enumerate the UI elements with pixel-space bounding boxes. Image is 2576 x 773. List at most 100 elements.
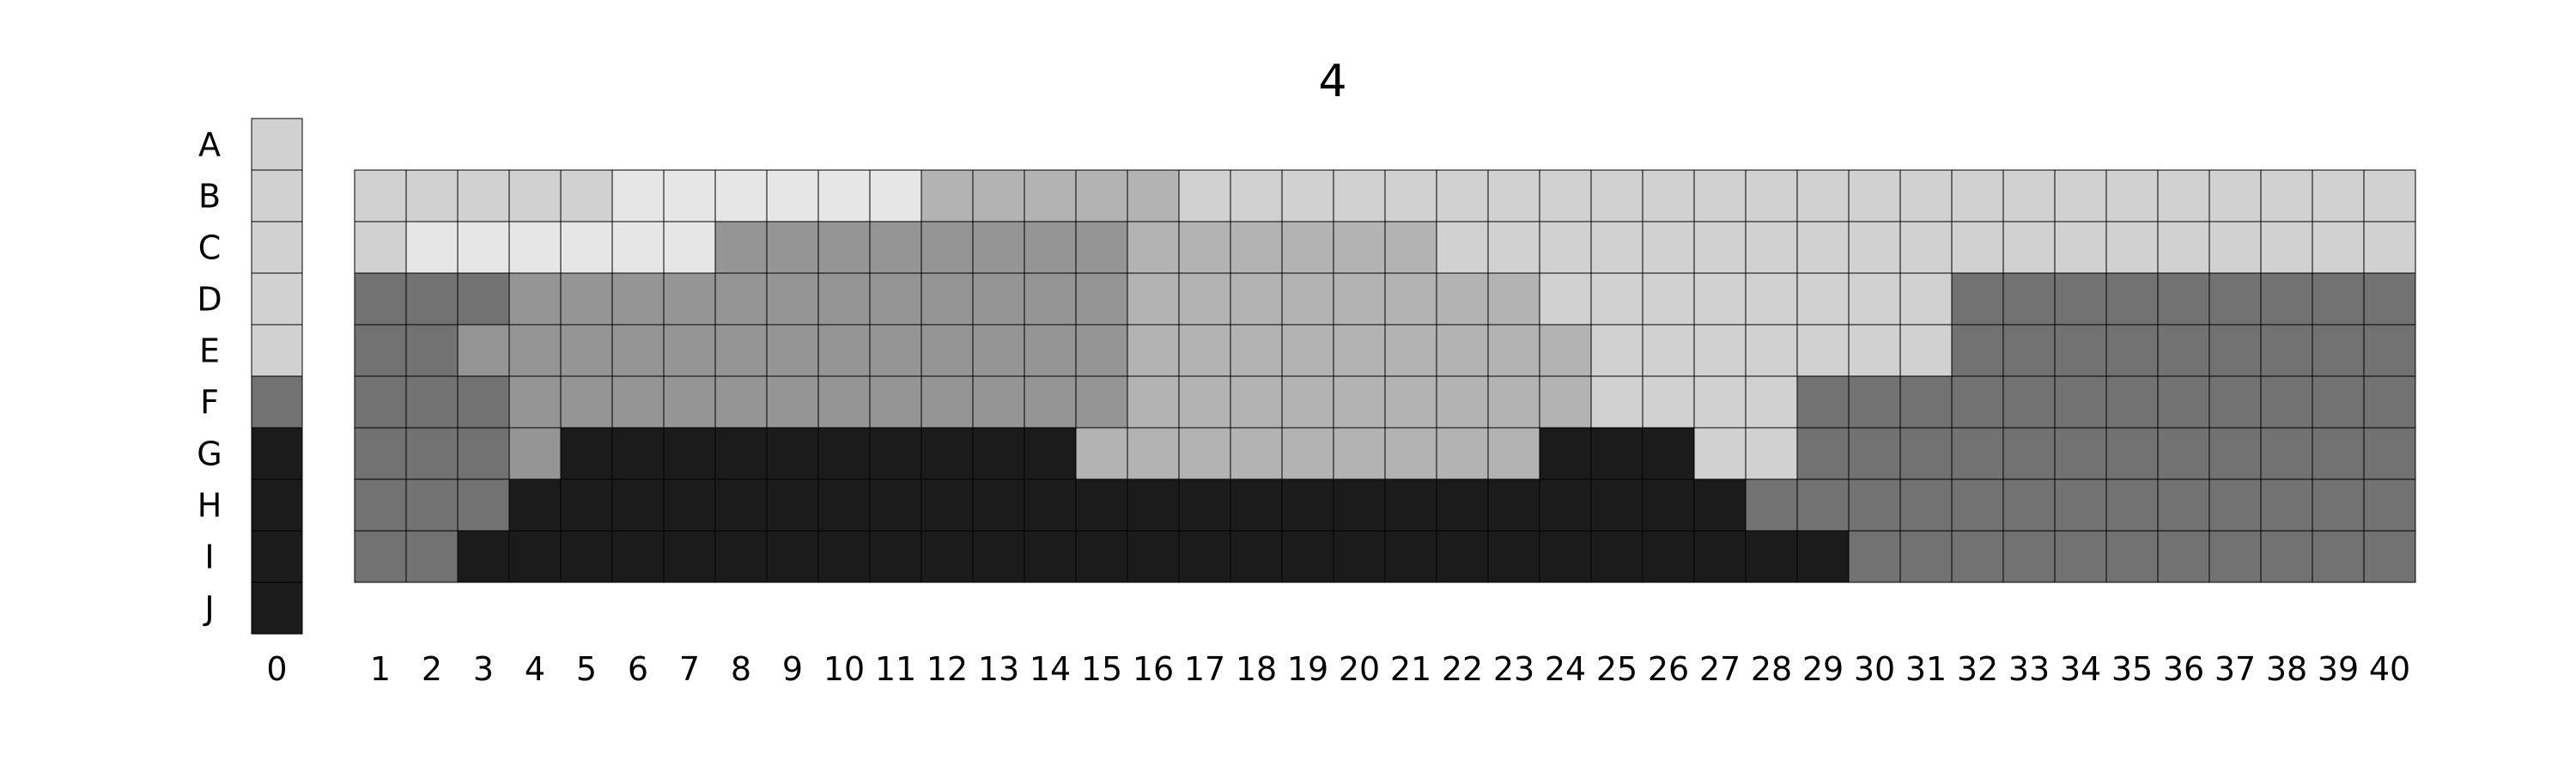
heatmap-cell-D-23 [1487, 272, 1540, 326]
heatmap-cell-G-6 [611, 427, 665, 480]
heatmap-cell-C-29 [1796, 221, 1850, 274]
heatmap-cell-H-27 [1693, 478, 1747, 532]
heatmap-cell-B-38 [2260, 169, 2313, 222]
column-label-22: 22 [1442, 650, 1483, 688]
heatmap-cell-E-9 [766, 324, 819, 377]
heatmap-cell-C-13 [972, 221, 1025, 274]
heatmap-cell-C-35 [2105, 221, 2159, 274]
heatmap-cell-D-22 [1436, 272, 1489, 326]
heatmap-cell-E-35 [2105, 324, 2159, 377]
heatmap-cell-G-25 [1590, 427, 1643, 480]
reference-cell-D [251, 272, 303, 326]
heatmap-cell-B-11 [869, 169, 922, 222]
heatmap-cell-I-33 [2002, 530, 2056, 583]
heatmap-cell-H-33 [2002, 478, 2056, 532]
heatmap-cell-F-23 [1487, 375, 1540, 429]
heatmap-cell-D-24 [1539, 272, 1592, 326]
heatmap-cell-B-16 [1127, 169, 1180, 222]
column-label-6: 6 [628, 650, 648, 688]
heatmap-cell-F-22 [1436, 375, 1489, 429]
heatmap-cell-F-39 [2312, 375, 2365, 429]
heatmap-cell-H-35 [2105, 478, 2159, 532]
heatmap-cell-I-12 [920, 530, 974, 583]
heatmap-cell-F-9 [766, 375, 819, 429]
heatmap-cell-C-10 [817, 221, 871, 274]
heatmap-cell-F-29 [1796, 375, 1850, 429]
heatmap-cell-C-32 [1951, 221, 2004, 274]
heatmap-cell-H-18 [1230, 478, 1283, 532]
heatmap-cell-H-16 [1127, 478, 1180, 532]
heatmap-cell-F-14 [1024, 375, 1077, 429]
heatmap-cell-F-32 [1951, 375, 2004, 429]
heatmap-cell-I-37 [2208, 530, 2262, 583]
heatmap-cell-C-36 [2157, 221, 2210, 274]
heatmap-cell-E-25 [1590, 324, 1643, 377]
heatmap-cell-F-21 [1384, 375, 1437, 429]
heatmap-cell-B-3 [457, 169, 510, 222]
heatmap-cell-I-9 [766, 530, 819, 583]
heatmap-cell-F-28 [1745, 375, 1798, 429]
heatmap-cell-D-34 [2054, 272, 2107, 326]
heatmap-cell-H-38 [2260, 478, 2313, 532]
heatmap-cell-C-14 [1024, 221, 1077, 274]
heatmap-cell-H-24 [1539, 478, 1592, 532]
heatmap-cell-H-17 [1178, 478, 1231, 532]
heatmap-cell-H-21 [1384, 478, 1437, 532]
heatmap-cell-F-16 [1127, 375, 1180, 429]
heatmap-cell-B-13 [972, 169, 1025, 222]
heatmap-cell-I-19 [1281, 530, 1334, 583]
heatmap-cell-D-13 [972, 272, 1025, 326]
heatmap-cell-G-39 [2312, 427, 2365, 480]
heatmap-cell-D-3 [457, 272, 510, 326]
heatmap-cell-H-1 [354, 478, 407, 532]
heatmap-cell-E-21 [1384, 324, 1437, 377]
heatmap-cell-G-26 [1642, 427, 1695, 480]
heatmap-cell-I-18 [1230, 530, 1283, 583]
heatmap-cell-E-32 [1951, 324, 2004, 377]
heatmap-cell-B-22 [1436, 169, 1489, 222]
column-label-27: 27 [1699, 650, 1741, 688]
heatmap-cell-H-30 [1848, 478, 1901, 532]
heatmap-cell-D-10 [817, 272, 871, 326]
heatmap-cell-C-19 [1281, 221, 1334, 274]
row-label-C: C [198, 229, 222, 267]
heatmap-cell-I-26 [1642, 530, 1695, 583]
reference-cell-B [251, 169, 303, 222]
heatmap-cell-D-36 [2157, 272, 2210, 326]
heatmap-cell-C-12 [920, 221, 974, 274]
heatmap-cell-E-17 [1178, 324, 1231, 377]
heatmap-cell-B-18 [1230, 169, 1283, 222]
heatmap-cell-H-26 [1642, 478, 1695, 532]
heatmap-cell-B-36 [2157, 169, 2210, 222]
heatmap-cell-B-14 [1024, 169, 1077, 222]
heatmap-cell-B-4 [508, 169, 562, 222]
column-label-8: 8 [731, 650, 751, 688]
row-label-I: I [204, 539, 214, 576]
heatmap-cell-C-20 [1333, 221, 1386, 274]
column-labels: 0 1 2 3 4 5 6 7 8 9 10 11 12 13 14 15 16 17 18 19 20 21 22 23 24… [266, 650, 2410, 688]
heatmap-cell-I-29 [1796, 530, 1850, 583]
heatmap-cell-D-37 [2208, 272, 2262, 326]
heatmap-cell-H-37 [2208, 478, 2262, 532]
heatmap-cell-I-28 [1745, 530, 1798, 583]
heatmap-cell-C-38 [2260, 221, 2313, 274]
heatmap-cell-I-27 [1693, 530, 1747, 583]
reference-cell-E [251, 324, 303, 377]
heatmap-cell-B-20 [1333, 169, 1386, 222]
heatmap-cell-G-12 [920, 427, 974, 480]
heatmap-cell-E-26 [1642, 324, 1695, 377]
heatmap-cell-F-3 [457, 375, 510, 429]
chart-title: 4 [1318, 56, 1346, 107]
heatmap-cell-F-20 [1333, 375, 1386, 429]
reference-column-label: 0 [266, 650, 287, 688]
heatmap-cell-H-28 [1745, 478, 1798, 532]
heatmap-cell-H-9 [766, 478, 819, 532]
heatmap-cell-G-5 [560, 427, 613, 480]
heatmap-cell-D-21 [1384, 272, 1437, 326]
heatmap-cell-G-29 [1796, 427, 1850, 480]
heatmap-cell-H-25 [1590, 478, 1643, 532]
column-label-19: 19 [1287, 650, 1328, 688]
heatmap-cell-H-7 [663, 478, 716, 532]
heatmap-cell-G-31 [1899, 427, 1953, 480]
heatmap-cell-G-24 [1539, 427, 1592, 480]
